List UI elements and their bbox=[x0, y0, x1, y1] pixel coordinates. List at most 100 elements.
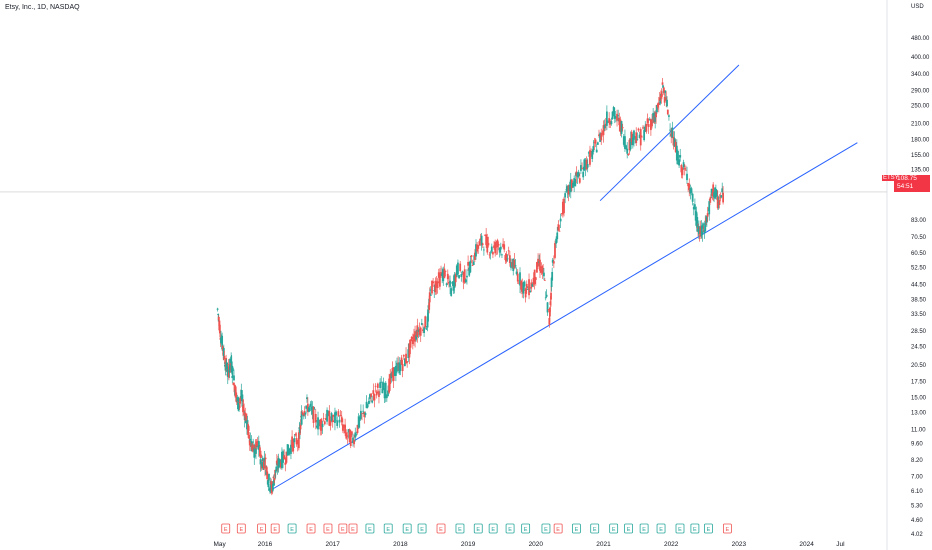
candle-body bbox=[578, 178, 581, 183]
candle-body bbox=[472, 261, 475, 265]
y-tick-label: 70.50 bbox=[911, 235, 927, 241]
candle-body bbox=[680, 164, 683, 173]
candle-body bbox=[564, 193, 567, 198]
candle-body bbox=[292, 439, 295, 452]
candle-body bbox=[672, 136, 675, 146]
candle-body bbox=[515, 271, 518, 275]
candle-body bbox=[256, 446, 259, 448]
y-tick-label: 210.00 bbox=[911, 122, 930, 128]
x-tick-label: May bbox=[214, 541, 227, 548]
candle-body bbox=[689, 188, 692, 194]
y-tick-label: 340.00 bbox=[911, 72, 930, 78]
candle-body bbox=[527, 289, 529, 290]
earnings-marker bbox=[287, 523, 297, 534]
candle-body bbox=[557, 224, 560, 231]
candle-body bbox=[230, 356, 233, 364]
candle-body bbox=[284, 462, 287, 465]
candle-body bbox=[271, 483, 274, 491]
candle-body bbox=[643, 129, 646, 141]
candle-body bbox=[285, 451, 288, 463]
candle-body bbox=[642, 127, 644, 129]
candle-body bbox=[664, 90, 667, 94]
candle-body bbox=[661, 82, 664, 85]
candle-body bbox=[223, 356, 226, 360]
candle-body bbox=[454, 274, 457, 283]
earnings-marker bbox=[704, 523, 713, 534]
candle-body bbox=[445, 283, 448, 286]
earnings-marker-label: E bbox=[224, 527, 228, 533]
candle-body bbox=[232, 382, 235, 386]
y-tick-label: 28.50 bbox=[911, 329, 927, 335]
candle-body bbox=[320, 419, 323, 431]
y-tick-label: 155.00 bbox=[911, 153, 930, 159]
earnings-marker bbox=[572, 523, 581, 534]
candle-body bbox=[706, 213, 709, 217]
candle-body bbox=[462, 271, 465, 283]
candle-body bbox=[550, 277, 553, 288]
earnings-marker bbox=[639, 523, 649, 534]
earnings-marker-label: E bbox=[368, 527, 372, 533]
candle-body bbox=[384, 382, 387, 396]
candle-body bbox=[226, 368, 229, 377]
candle-body bbox=[245, 413, 248, 421]
y-tick-label: 60.50 bbox=[911, 251, 927, 257]
candle-body bbox=[640, 136, 643, 138]
candle-body bbox=[349, 433, 352, 447]
candle-body bbox=[293, 438, 296, 443]
earnings-marker-label: E bbox=[386, 527, 390, 533]
candle-body bbox=[302, 415, 305, 417]
candle-body bbox=[691, 193, 694, 202]
candle-body bbox=[217, 313, 220, 315]
earnings-marker bbox=[722, 523, 732, 534]
candle-body bbox=[466, 275, 468, 278]
candle-body bbox=[549, 301, 552, 305]
candle-body bbox=[264, 457, 267, 460]
candle-body bbox=[422, 329, 424, 332]
candle-body bbox=[510, 262, 512, 268]
candle-body bbox=[356, 424, 359, 433]
y-tick-label: 480.00 bbox=[911, 36, 930, 42]
candle-body bbox=[235, 392, 238, 402]
earnings-marker-label: E bbox=[405, 527, 409, 533]
candle-body bbox=[343, 425, 345, 428]
candle-body bbox=[457, 262, 459, 275]
candle-body bbox=[436, 281, 439, 289]
candle-body bbox=[254, 444, 257, 450]
candle-body bbox=[358, 416, 361, 421]
candle-body bbox=[544, 297, 547, 299]
candle-body bbox=[380, 381, 383, 383]
candle-body bbox=[375, 391, 378, 396]
candle-body bbox=[374, 385, 377, 387]
candle-body bbox=[573, 178, 576, 186]
candle-body bbox=[255, 448, 257, 454]
candle-body bbox=[279, 462, 282, 468]
candle-body bbox=[261, 459, 264, 461]
candle-body bbox=[688, 183, 691, 190]
candle-body bbox=[301, 412, 304, 414]
candle-body bbox=[255, 441, 258, 447]
candle-body bbox=[314, 413, 317, 423]
candle-body bbox=[323, 421, 326, 425]
candle-body bbox=[316, 425, 318, 428]
candle-body bbox=[560, 213, 563, 215]
earnings-marker bbox=[541, 523, 551, 534]
candle-body bbox=[662, 87, 665, 93]
earnings-marker bbox=[473, 523, 483, 534]
candle-body bbox=[288, 448, 291, 453]
earnings-marker-label: E bbox=[341, 527, 345, 533]
candle-body bbox=[542, 267, 545, 269]
candle-body bbox=[428, 302, 431, 310]
candle-body bbox=[663, 96, 666, 103]
candle-body bbox=[290, 444, 292, 454]
candle-body bbox=[615, 116, 617, 118]
earnings-marker-label: E bbox=[544, 527, 548, 533]
candle-body bbox=[297, 432, 300, 449]
candle-body bbox=[653, 116, 656, 123]
candle-body bbox=[547, 309, 550, 311]
earnings-marker bbox=[417, 523, 427, 534]
candle-body bbox=[511, 262, 514, 267]
candle-body bbox=[633, 130, 635, 140]
y-tick-label: 20.50 bbox=[911, 363, 927, 369]
earnings-marker bbox=[436, 523, 446, 534]
